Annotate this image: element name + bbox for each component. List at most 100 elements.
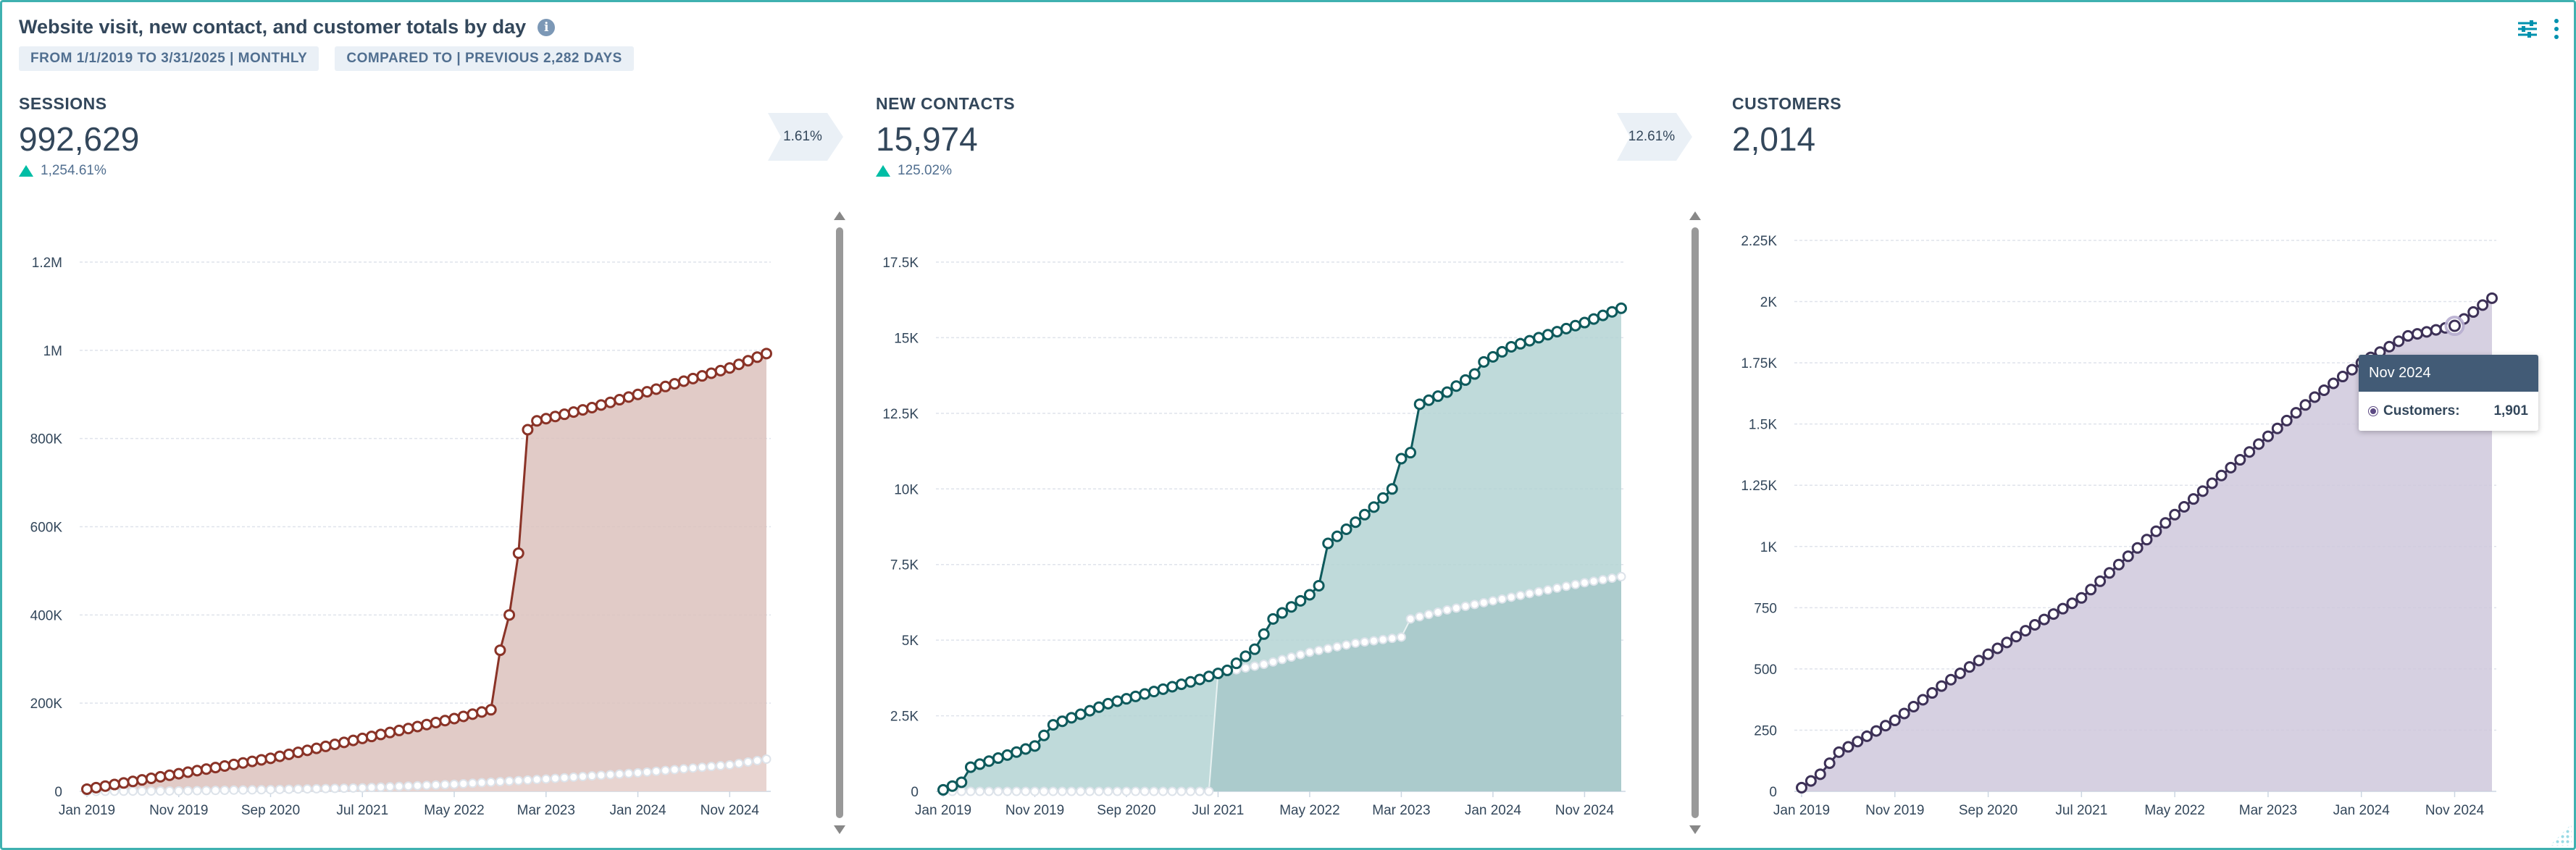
x-tick-label: Jul 2021 bbox=[336, 803, 388, 818]
y-tick-label: 600K bbox=[30, 521, 63, 536]
previous-period-point bbox=[477, 778, 487, 788]
previous-period-point bbox=[321, 783, 331, 794]
data-point bbox=[2318, 384, 2330, 396]
data-point bbox=[1340, 523, 1352, 535]
previous-period-point bbox=[1277, 655, 1287, 665]
data-point bbox=[191, 765, 204, 777]
date-range-pill[interactable]: FROM 1/1/2019 TO 3/31/2025 | MONTHLY bbox=[19, 46, 319, 71]
previous-period-point bbox=[1057, 786, 1067, 796]
data-point bbox=[1011, 746, 1023, 758]
previous-period-point bbox=[1240, 663, 1250, 673]
data-point bbox=[1569, 319, 1581, 332]
data-point bbox=[1898, 707, 1910, 720]
data-point bbox=[136, 774, 149, 786]
conversion-rate-contacts-to-customers: 12.61% bbox=[1617, 113, 1692, 161]
data-point bbox=[1157, 683, 1169, 695]
previous-period-point bbox=[734, 758, 744, 768]
scroll-down-icon[interactable] bbox=[834, 825, 845, 834]
previous-period-point bbox=[1442, 605, 1452, 615]
data-point bbox=[1175, 678, 1187, 691]
data-point bbox=[1926, 687, 1939, 699]
report-header: Website visit, new contact, and customer… bbox=[19, 16, 556, 38]
tooltip-series-label: Customers: bbox=[2383, 403, 2460, 418]
previous-period-point bbox=[541, 774, 551, 784]
previous-period-point bbox=[440, 780, 450, 790]
y-tick-label: 0 bbox=[1769, 785, 1777, 800]
data-point bbox=[421, 718, 432, 731]
previous-period-point bbox=[1470, 599, 1480, 610]
data-point bbox=[2196, 485, 2209, 497]
previous-period-point bbox=[1103, 786, 1113, 796]
data-point bbox=[1814, 768, 1826, 780]
x-tick-label: Jan 2019 bbox=[1773, 803, 1830, 818]
data-point bbox=[154, 770, 167, 783]
scroll-thumb[interactable] bbox=[1691, 227, 1699, 818]
scrollbar-1[interactable] bbox=[833, 211, 845, 834]
metric-sessions: SESSIONS 992,629 1,254.61% bbox=[19, 94, 139, 179]
metric-new-contacts: NEW CONTACTS 15,974 125.02% bbox=[876, 94, 1015, 179]
data-point bbox=[439, 715, 451, 727]
data-point bbox=[2187, 493, 2199, 505]
previous-period-point bbox=[1029, 786, 1040, 796]
data-point bbox=[1249, 643, 1261, 655]
x-tick-label: Mar 2023 bbox=[2239, 803, 2297, 818]
data-point bbox=[1889, 714, 1901, 726]
filter-pills: FROM 1/1/2019 TO 3/31/2025 | MONTHLY COM… bbox=[19, 46, 634, 71]
data-point bbox=[2066, 597, 2078, 610]
data-point bbox=[1870, 725, 1883, 737]
filter-sliders-icon[interactable] bbox=[2517, 20, 2538, 38]
previous-period-point bbox=[357, 783, 367, 793]
y-tick-label: 1M bbox=[43, 344, 62, 359]
data-point bbox=[964, 761, 977, 773]
data-point bbox=[1432, 390, 1444, 403]
previous-period-point bbox=[394, 781, 404, 791]
scrollbar-2[interactable] bbox=[1689, 211, 1701, 834]
data-point bbox=[1833, 746, 1845, 758]
previous-period-point bbox=[1295, 649, 1305, 660]
data-point bbox=[2477, 299, 2489, 311]
previous-period-point bbox=[247, 785, 257, 795]
data-point bbox=[540, 413, 552, 425]
scroll-up-icon[interactable] bbox=[1689, 211, 1701, 220]
previous-period-point bbox=[956, 786, 966, 796]
conversion-rate-value: 12.61% bbox=[1628, 129, 1676, 144]
scroll-up-icon[interactable] bbox=[834, 211, 845, 220]
data-point bbox=[1322, 537, 1334, 550]
y-tick-label: 1.75K bbox=[1741, 356, 1777, 371]
y-tick-label: 200K bbox=[30, 697, 63, 712]
previous-period-point bbox=[532, 775, 542, 785]
previous-period-point bbox=[1423, 610, 1434, 620]
data-point bbox=[164, 769, 176, 781]
x-tick-label: Nov 2019 bbox=[149, 803, 208, 818]
previous-period-point bbox=[266, 785, 276, 795]
tooltip-value: 1,901 bbox=[2493, 403, 2528, 418]
y-tick-label: 0 bbox=[54, 785, 62, 800]
data-point bbox=[1936, 680, 1948, 692]
scroll-thumb[interactable] bbox=[836, 227, 843, 818]
data-point bbox=[1523, 334, 1536, 347]
kebab-menu-icon[interactable] bbox=[2553, 19, 2560, 39]
data-point bbox=[1001, 749, 1013, 761]
data-point bbox=[650, 383, 662, 395]
compare-pill[interactable]: COMPARED TO | PREVIOUS 2,282 DAYS bbox=[335, 46, 634, 71]
scroll-down-icon[interactable] bbox=[1689, 825, 1701, 834]
data-point bbox=[714, 364, 727, 376]
data-point bbox=[1468, 368, 1481, 380]
data-point bbox=[1038, 729, 1050, 741]
previous-period-point bbox=[348, 783, 359, 793]
data-point bbox=[1129, 690, 1142, 702]
data-point bbox=[1395, 453, 1408, 465]
previous-period-point bbox=[569, 772, 579, 782]
data-point bbox=[219, 759, 231, 772]
data-point bbox=[1879, 720, 1891, 732]
data-point bbox=[384, 726, 396, 739]
previous-period-point bbox=[238, 785, 248, 795]
previous-period-fill bbox=[87, 759, 766, 791]
data-point bbox=[1212, 668, 1224, 680]
data-point bbox=[1505, 340, 1518, 353]
info-icon[interactable]: i bbox=[538, 18, 556, 36]
data-point bbox=[246, 755, 259, 767]
data-point bbox=[622, 391, 635, 403]
data-point bbox=[512, 547, 524, 560]
